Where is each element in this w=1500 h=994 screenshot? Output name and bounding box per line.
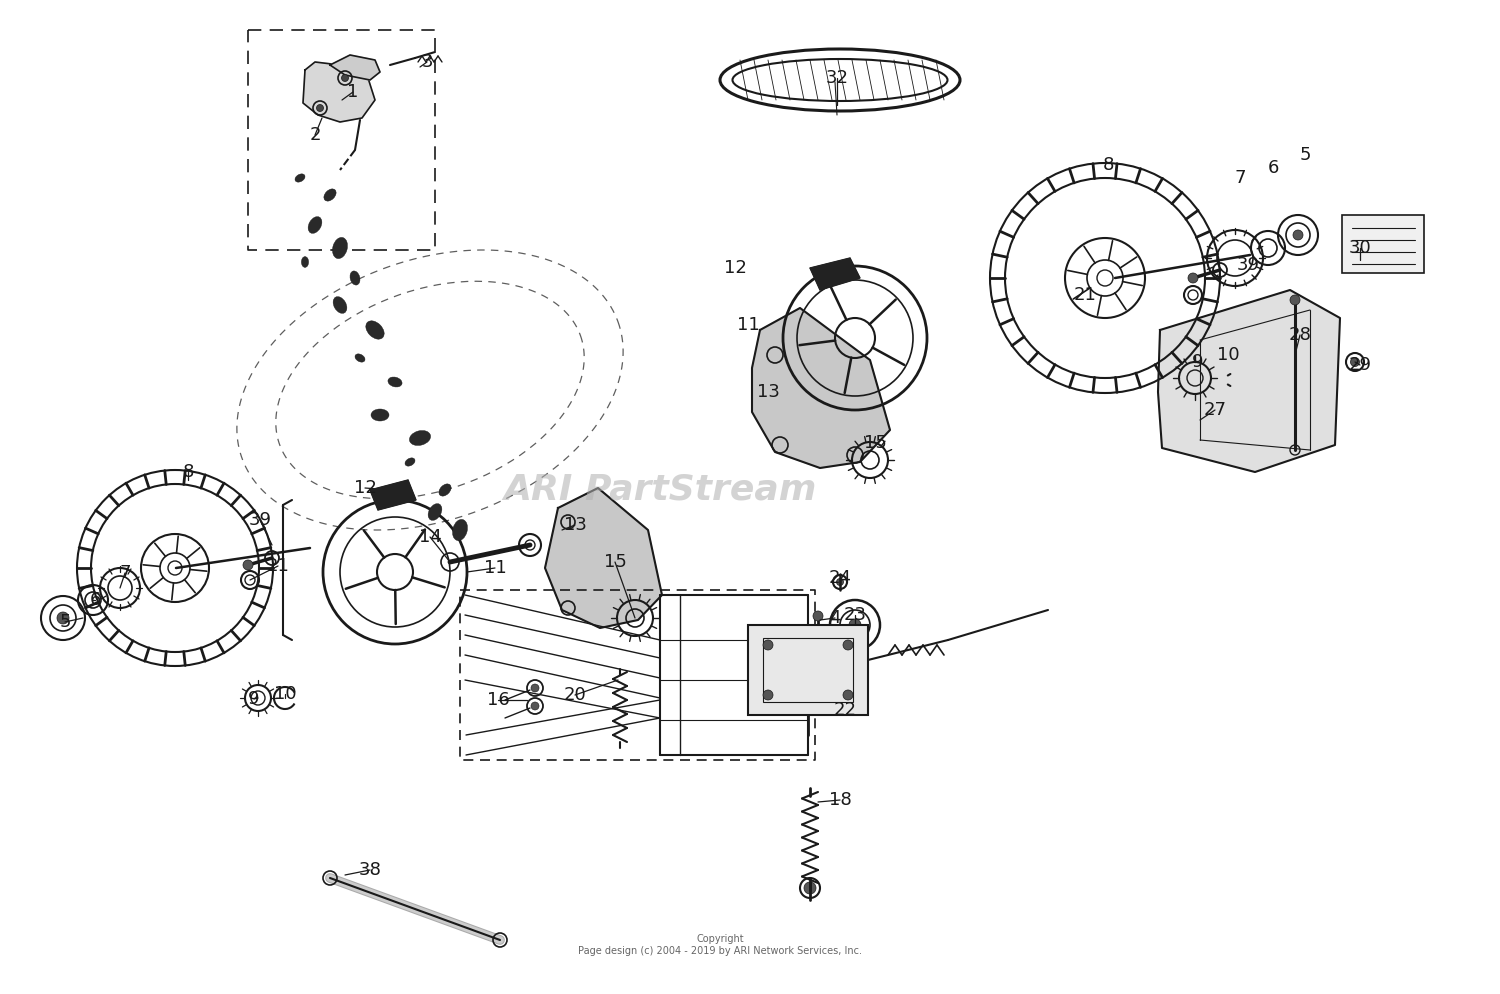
Text: 21: 21	[267, 557, 290, 575]
Text: 8: 8	[1102, 156, 1113, 174]
Circle shape	[837, 579, 843, 585]
Text: 7: 7	[120, 564, 130, 582]
Circle shape	[764, 640, 772, 650]
Ellipse shape	[350, 271, 360, 285]
Text: 22: 22	[834, 701, 856, 719]
Polygon shape	[330, 55, 380, 80]
Text: 15: 15	[603, 553, 627, 571]
Ellipse shape	[333, 296, 346, 313]
Text: 24: 24	[828, 569, 852, 587]
Text: 3: 3	[422, 53, 432, 71]
Circle shape	[843, 640, 854, 650]
Text: 16: 16	[486, 691, 510, 709]
Text: 7: 7	[1234, 169, 1245, 187]
Circle shape	[531, 702, 538, 710]
Text: 15: 15	[864, 434, 886, 452]
Polygon shape	[810, 258, 859, 290]
Ellipse shape	[308, 217, 322, 234]
Text: 39: 39	[1236, 256, 1260, 274]
Text: 6: 6	[1268, 159, 1278, 177]
Text: 10: 10	[1216, 346, 1239, 364]
Text: 14: 14	[419, 528, 441, 546]
Polygon shape	[303, 62, 375, 122]
Circle shape	[531, 684, 538, 692]
Ellipse shape	[427, 504, 442, 520]
Text: 11: 11	[736, 316, 759, 334]
Text: 13: 13	[564, 516, 586, 534]
Circle shape	[764, 690, 772, 700]
Text: 11: 11	[483, 559, 507, 577]
Ellipse shape	[333, 238, 348, 258]
Circle shape	[342, 75, 348, 82]
Circle shape	[1350, 358, 1359, 367]
Bar	[764, 638, 853, 702]
Ellipse shape	[453, 520, 468, 541]
Text: ARI PartStream: ARI PartStream	[504, 473, 816, 507]
Text: 9: 9	[1192, 353, 1203, 371]
Ellipse shape	[296, 174, 304, 182]
Ellipse shape	[356, 354, 364, 362]
Text: 30: 30	[1348, 239, 1371, 257]
Ellipse shape	[370, 409, 388, 421]
Text: 39: 39	[249, 511, 272, 529]
Text: 5: 5	[60, 613, 70, 631]
Text: 12: 12	[354, 479, 376, 497]
Text: 29: 29	[1348, 356, 1371, 374]
Circle shape	[1293, 230, 1304, 240]
Text: 2: 2	[309, 126, 321, 144]
Ellipse shape	[302, 256, 309, 267]
Ellipse shape	[440, 484, 452, 496]
Ellipse shape	[324, 189, 336, 201]
Ellipse shape	[388, 377, 402, 387]
Circle shape	[316, 104, 324, 111]
Text: 5: 5	[1299, 146, 1311, 164]
Text: 28: 28	[1288, 326, 1311, 344]
Text: 38: 38	[358, 861, 381, 879]
Ellipse shape	[366, 321, 384, 339]
Text: 13: 13	[756, 383, 780, 401]
Polygon shape	[370, 480, 416, 510]
Circle shape	[849, 619, 861, 631]
Circle shape	[843, 690, 854, 700]
Text: Copyright
Page design (c) 2004 - 2019 by ARI Network Services, Inc.: Copyright Page design (c) 2004 - 2019 by…	[578, 934, 862, 956]
Circle shape	[1188, 273, 1198, 283]
Circle shape	[804, 882, 816, 894]
Circle shape	[57, 612, 69, 624]
Polygon shape	[544, 488, 662, 628]
Bar	[1342, 215, 1424, 273]
Text: 12: 12	[723, 259, 747, 277]
Circle shape	[1290, 295, 1300, 305]
Text: 9: 9	[249, 690, 259, 708]
Ellipse shape	[410, 430, 430, 445]
Polygon shape	[752, 308, 890, 468]
Text: 18: 18	[828, 791, 852, 809]
Bar	[748, 625, 868, 715]
Text: 20: 20	[564, 686, 586, 704]
Circle shape	[813, 611, 824, 621]
Text: 10: 10	[273, 685, 297, 703]
Text: 4: 4	[830, 609, 840, 627]
Ellipse shape	[405, 458, 416, 466]
Circle shape	[243, 560, 254, 570]
Text: 6: 6	[90, 591, 101, 609]
Text: 23: 23	[843, 606, 867, 624]
Text: 1: 1	[348, 83, 358, 101]
Text: 32: 32	[825, 69, 849, 87]
Text: 27: 27	[1203, 401, 1227, 419]
Polygon shape	[1158, 290, 1340, 472]
Text: 8: 8	[183, 463, 194, 481]
Text: 21: 21	[1074, 286, 1096, 304]
